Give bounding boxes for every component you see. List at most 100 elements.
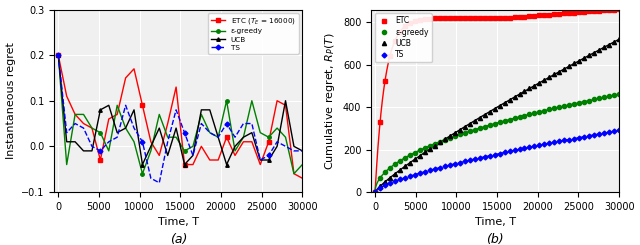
ε-greedy: [290, 172, 298, 175]
ε-greedy: [105, 149, 113, 152]
TS: [113, 136, 121, 139]
ETC ($T_E$ = 16000): [172, 86, 180, 88]
ε-greedy: [122, 127, 129, 130]
ε-greedy: [376, 176, 384, 179]
UCB: [198, 108, 205, 111]
TS: [248, 122, 256, 125]
ETC: [556, 12, 563, 15]
ETC: [486, 17, 493, 20]
TS: [481, 155, 488, 158]
ETC: [461, 17, 468, 20]
Line: ETC ($T_E$ = 16000): ETC ($T_E$ = 16000): [56, 53, 304, 180]
ETC: [441, 17, 449, 20]
ε-greedy: [566, 103, 573, 106]
ETC: [496, 17, 504, 20]
ETC ($T_E$ = 16000): [180, 163, 188, 166]
UCB: [172, 127, 180, 130]
TS: [426, 169, 434, 172]
ε-greedy: [63, 163, 70, 166]
TS: [122, 104, 129, 107]
ETC: [466, 17, 474, 20]
UCB: [113, 131, 121, 134]
UCB: [575, 59, 583, 62]
ETC ($T_E$ = 16000): [189, 163, 196, 166]
ETC: [536, 14, 543, 17]
ε-greedy: [536, 110, 543, 113]
TS: [561, 139, 568, 142]
UCB: [282, 99, 289, 102]
ETC ($T_E$ = 16000): [88, 127, 96, 130]
UCB: [147, 145, 155, 148]
ε-greedy: [189, 145, 196, 148]
TS: [550, 141, 558, 144]
TS: [386, 182, 394, 185]
UCB: [386, 176, 394, 179]
ε-greedy: [466, 130, 474, 133]
Y-axis label: Instantaneous regret: Instantaneous regret: [6, 42, 15, 159]
UCB: [381, 180, 389, 183]
UCB: [164, 154, 172, 157]
ε-greedy: [600, 96, 608, 99]
ε-greedy: [214, 136, 222, 139]
TS: [525, 146, 533, 149]
ETC ($T_E$ = 16000): [105, 118, 113, 121]
ε-greedy: [391, 163, 399, 166]
ETC ($T_E$ = 16000): [130, 67, 138, 70]
UCB: [600, 46, 608, 49]
TS: [491, 153, 499, 156]
UCB: [376, 185, 384, 188]
UCB: [231, 145, 239, 148]
TS: [381, 184, 389, 187]
ETC: [411, 20, 419, 23]
ε-greedy: [516, 115, 524, 118]
ETC: [401, 25, 409, 28]
Text: (a): (a): [170, 233, 187, 245]
UCB: [466, 122, 474, 125]
ε-greedy: [426, 144, 434, 147]
UCB: [298, 149, 306, 152]
TS: [441, 165, 449, 168]
TS: [416, 172, 424, 175]
TS: [590, 134, 598, 136]
UCB: [536, 81, 543, 84]
TS: [531, 145, 538, 148]
UCB: [248, 131, 256, 134]
UCB: [273, 145, 281, 148]
UCB: [180, 163, 188, 166]
ETC: [396, 30, 404, 33]
ε-greedy: [298, 163, 306, 166]
UCB: [54, 54, 62, 57]
TS: [257, 159, 264, 161]
UCB: [491, 107, 499, 110]
ETC ($T_E$ = 16000): [257, 163, 264, 166]
ETC: [615, 8, 623, 11]
ETC ($T_E$ = 16000): [122, 76, 129, 79]
ETC: [531, 14, 538, 17]
TS: [406, 175, 414, 178]
TS: [586, 134, 593, 137]
UCB: [615, 38, 623, 41]
ETC: [381, 79, 389, 82]
ε-greedy: [586, 99, 593, 102]
ETC ($T_E$ = 16000): [282, 104, 289, 107]
ε-greedy: [401, 156, 409, 159]
ε-greedy: [156, 113, 163, 116]
ETC: [500, 17, 508, 20]
TS: [54, 54, 62, 57]
TS: [506, 150, 513, 153]
TS: [88, 145, 96, 148]
UCB: [97, 108, 104, 111]
ETC: [431, 17, 438, 20]
ETC ($T_E$ = 16000): [97, 159, 104, 161]
ETC: [386, 54, 394, 57]
ETC: [416, 18, 424, 21]
ε-greedy: [139, 172, 147, 175]
ε-greedy: [570, 102, 578, 105]
ETC: [566, 12, 573, 14]
UCB: [525, 87, 533, 90]
ETC: [481, 17, 488, 20]
TS: [521, 147, 529, 150]
UCB: [189, 154, 196, 157]
UCB: [541, 79, 548, 82]
ε-greedy: [172, 136, 180, 139]
